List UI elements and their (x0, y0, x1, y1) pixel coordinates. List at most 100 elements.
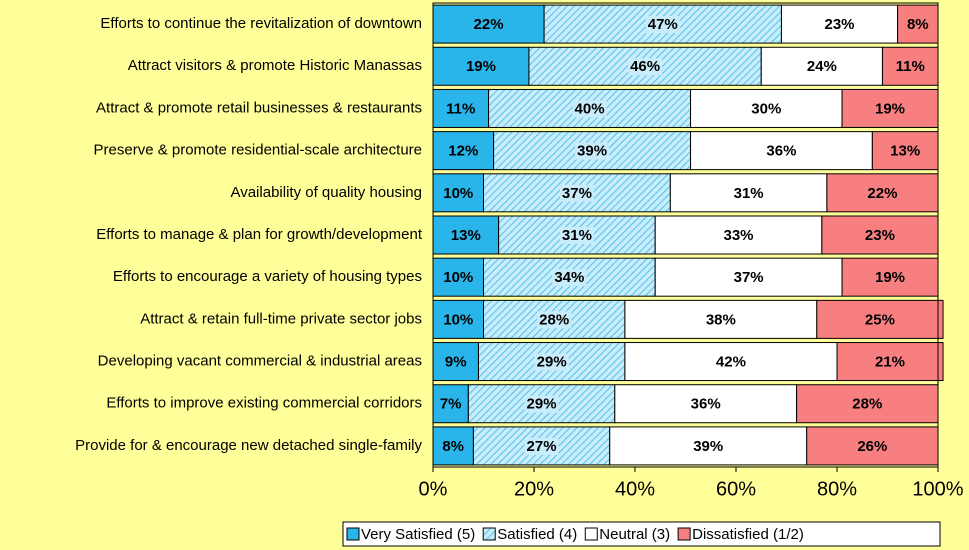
data-label: 38% (706, 311, 736, 328)
plot-frame (432, 2, 939, 468)
category-label: Efforts to encourage a variety of housin… (113, 268, 422, 285)
legend-label: Very Satisfied (5) (361, 526, 475, 543)
data-label: 10% (443, 269, 473, 286)
bar-segment (669, 173, 828, 213)
data-label: 22% (867, 185, 897, 202)
data-label-bg (537, 311, 572, 329)
data-label: 21% (875, 354, 905, 371)
data-label: 13% (890, 143, 920, 160)
bar-segment (624, 342, 838, 382)
x-tick-label: 60% (716, 478, 756, 500)
bar-segment (806, 426, 939, 466)
data-label: 31% (734, 185, 764, 202)
legend-label: Neutral (3) (599, 526, 670, 543)
data-label-bg (524, 395, 559, 413)
legend-swatch (584, 527, 598, 541)
data-label: 30% (751, 100, 781, 117)
bar-segment (690, 131, 873, 171)
category-label: Attract & retain full-time private secto… (140, 310, 422, 327)
category-label: Efforts to improve existing commercial c… (106, 395, 422, 412)
category-label: Availability of quality housing (230, 184, 422, 201)
bar-segment (841, 88, 939, 128)
legend-label: Satisfied (4) (497, 526, 577, 543)
data-label: 8% (442, 438, 464, 455)
x-tick-label: 0% (419, 478, 448, 500)
data-label: 42% (716, 354, 746, 371)
data-label: 8% (907, 16, 929, 33)
category-label: Preserve & promote residential-scale arc… (94, 142, 422, 159)
data-label: 26% (857, 438, 887, 455)
bar-segment (881, 46, 939, 86)
bar-segment (796, 384, 939, 424)
data-label-bg (534, 353, 569, 371)
data-label: 34% (554, 269, 584, 286)
legend-swatch (677, 527, 691, 541)
bar-segment (614, 384, 798, 424)
data-label: 28% (539, 311, 569, 328)
data-label: 46% (630, 58, 660, 75)
bar-segment (432, 46, 530, 86)
bar-segment (654, 215, 823, 255)
data-label: 39% (693, 438, 723, 455)
bar-segment (472, 426, 611, 466)
data-label: 23% (825, 16, 855, 33)
data-label: 12% (448, 143, 478, 160)
data-label: 22% (474, 16, 504, 33)
bar-segment (432, 257, 484, 297)
legend-box (342, 521, 941, 547)
data-label: 23% (865, 227, 895, 244)
data-label: 11% (896, 58, 925, 75)
data-label: 11% (446, 100, 475, 117)
bar-segment (609, 426, 808, 466)
data-label: 19% (875, 100, 905, 117)
data-label: 40% (575, 100, 605, 117)
data-label: 25% (865, 311, 895, 328)
data-label: 39% (577, 143, 607, 160)
data-label: 47% (648, 16, 678, 33)
legend-label: Dissatisfied (1/2) (692, 526, 804, 543)
x-tick-label: 20% (514, 478, 554, 500)
bar-segment (821, 215, 939, 255)
x-tick-label: 80% (817, 478, 857, 500)
category-label: Attract visitors & promote Historic Mana… (128, 57, 422, 74)
bar-segment (760, 46, 883, 86)
data-label: 13% (451, 227, 481, 244)
legend-swatch (346, 527, 360, 541)
data-label: 19% (466, 58, 496, 75)
category-label: Efforts to continue the revitalization o… (100, 15, 422, 32)
data-label: 10% (443, 311, 473, 328)
data-label: 9% (445, 354, 467, 371)
data-label-bg (559, 184, 594, 202)
category-label: Provide for & encourage new detached sin… (75, 437, 422, 454)
bar-segment (826, 173, 939, 213)
data-label: 36% (691, 396, 721, 413)
bar-segment (816, 299, 944, 339)
bar-segment (432, 4, 545, 44)
bar-segment (624, 299, 818, 339)
bar-segment (432, 384, 469, 424)
data-label: 27% (527, 438, 557, 455)
data-label: 37% (734, 269, 764, 286)
data-label: 36% (766, 143, 796, 160)
bar-segment (871, 131, 939, 171)
data-label: 37% (562, 185, 592, 202)
bar-segment (841, 257, 939, 297)
data-label: 29% (527, 396, 557, 413)
data-label: 19% (875, 269, 905, 286)
data-label-bg (572, 100, 607, 118)
category-label: Developing vacant commercial & industria… (98, 353, 422, 370)
bar-segment (836, 342, 944, 382)
data-label-bg (645, 16, 680, 34)
legend-swatch (482, 527, 496, 541)
bar-segment (897, 4, 939, 44)
data-label-bg (559, 226, 594, 244)
data-label: 31% (562, 227, 592, 244)
data-label: 10% (443, 185, 473, 202)
category-label: Efforts to manage & plan for growth/deve… (96, 226, 423, 243)
data-label: 33% (724, 227, 754, 244)
data-label-bg (575, 142, 610, 160)
data-label: 29% (537, 354, 567, 371)
data-label-bg (552, 269, 587, 287)
x-tick-label: 40% (615, 478, 655, 500)
